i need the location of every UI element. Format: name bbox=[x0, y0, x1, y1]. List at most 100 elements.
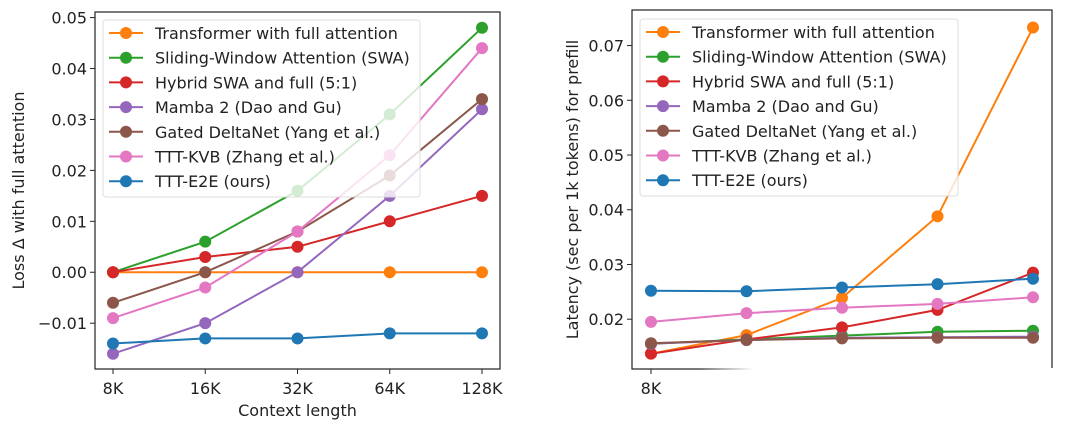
legend-marker bbox=[657, 100, 669, 113]
data-point bbox=[291, 266, 304, 279]
data-point bbox=[1027, 331, 1039, 344]
data-point bbox=[476, 327, 488, 340]
legend-label: Transformer with full attention bbox=[691, 23, 935, 42]
data-point bbox=[645, 315, 657, 328]
legend-label: Mamba 2 (Dao and Gu) bbox=[692, 97, 879, 116]
chart-1: −0.01 0.00 0.01 0.02 0.03 0.04 0.05 8K 16K 32K 64K… bbox=[9, 9, 503, 420]
data-point bbox=[107, 312, 119, 325]
legend-item: Mamba 2 (Dao and Gu) bbox=[109, 98, 342, 117]
data-point bbox=[931, 297, 944, 310]
series-group bbox=[645, 21, 1039, 360]
legend-item: TTT-KVB (Zhang et al.) bbox=[646, 147, 872, 166]
y-tick-label: 0.03 bbox=[588, 255, 624, 274]
legend-item: Hybrid SWA and full (5:1) bbox=[646, 72, 894, 91]
white-occlusion bbox=[700, 368, 1056, 431]
legend-label: Hybrid SWA and full (5:1) bbox=[692, 72, 894, 91]
legend-item: TTT-E2E (ours) bbox=[646, 171, 808, 190]
x-tick-label: 64K bbox=[374, 379, 405, 398]
legend-label: Gated DeltaNet (Yang et al.) bbox=[155, 123, 380, 142]
legend-marker bbox=[657, 75, 669, 88]
y-tick-label: 0.04 bbox=[51, 60, 87, 79]
data-point bbox=[1027, 272, 1039, 285]
y-tick-label: 0.00 bbox=[51, 263, 87, 282]
y-axis-label: Loss Δ with full attention bbox=[9, 92, 28, 290]
data-point bbox=[836, 332, 848, 345]
data-point bbox=[740, 307, 753, 320]
y-tick-label: 0.01 bbox=[51, 212, 87, 231]
y-tick-label: 0.04 bbox=[588, 201, 624, 220]
legend-label: TTT-E2E (ours) bbox=[691, 171, 808, 190]
data-point bbox=[476, 42, 488, 55]
data-point bbox=[291, 332, 304, 345]
data-point bbox=[645, 284, 657, 297]
data-point bbox=[107, 296, 119, 309]
data-point bbox=[476, 266, 488, 279]
y-tick-label: 0.05 bbox=[51, 9, 87, 28]
data-point bbox=[931, 278, 944, 291]
y-tick-label: 0.02 bbox=[51, 161, 87, 180]
data-point bbox=[1027, 291, 1039, 304]
x-tick-label: 8K bbox=[103, 379, 124, 398]
legend-item: Mamba 2 (Dao and Gu) bbox=[646, 97, 879, 116]
data-point bbox=[836, 291, 848, 304]
legend-marker bbox=[657, 50, 669, 63]
data-point bbox=[107, 347, 119, 360]
data-point bbox=[645, 347, 657, 360]
legend-label: Hybrid SWA and full (5:1) bbox=[155, 73, 357, 92]
data-point bbox=[476, 189, 488, 202]
data-point bbox=[645, 337, 657, 350]
legend-marker bbox=[657, 149, 669, 162]
legend-marker bbox=[120, 76, 132, 89]
data-point bbox=[836, 301, 848, 314]
legend-box bbox=[639, 18, 959, 197]
legend-marker bbox=[657, 124, 669, 137]
x-tick-label: 16K bbox=[190, 379, 221, 398]
y-tick-label: 0.07 bbox=[588, 37, 624, 56]
data-point bbox=[383, 327, 396, 340]
y-tick-label: −0.01 bbox=[38, 314, 87, 333]
data-point bbox=[931, 331, 944, 344]
data-point bbox=[107, 337, 119, 350]
legend-marker bbox=[120, 125, 132, 138]
data-point bbox=[199, 266, 212, 279]
data-point bbox=[291, 240, 304, 253]
y-tick-label: 0.05 bbox=[588, 146, 624, 165]
legend-item: Hybrid SWA and full (5:1) bbox=[109, 73, 357, 92]
legend-item: Sliding-Window Attention (SWA) bbox=[646, 48, 947, 67]
y-tick-label: 0.06 bbox=[588, 91, 624, 110]
legend-item: Gated DeltaNet (Yang et al.) bbox=[109, 123, 380, 142]
x-tick-label: 128K bbox=[461, 379, 503, 398]
x-tick-label: 32K bbox=[282, 379, 313, 398]
legend-item: TTT-E2E (ours) bbox=[109, 172, 271, 191]
data-point bbox=[199, 281, 212, 294]
data-point bbox=[740, 285, 753, 298]
legend-box bbox=[102, 19, 421, 198]
data-point bbox=[199, 235, 212, 248]
legend-label: Mamba 2 (Dao and Gu) bbox=[155, 98, 342, 117]
legend-label: Sliding-Window Attention (SWA) bbox=[692, 48, 947, 67]
data-point bbox=[383, 215, 396, 228]
data-point bbox=[476, 93, 488, 106]
legend-marker bbox=[120, 150, 132, 163]
legend-marker bbox=[120, 175, 132, 188]
legend-label: Sliding-Window Attention (SWA) bbox=[155, 49, 410, 68]
legend-label: Gated DeltaNet (Yang et al.) bbox=[692, 122, 917, 141]
legend-item: Transformer with full attention bbox=[646, 23, 935, 42]
data-point bbox=[291, 225, 304, 238]
data-point bbox=[476, 21, 488, 34]
legend-marker bbox=[120, 51, 132, 64]
y-tick-label: 0.03 bbox=[51, 110, 87, 129]
data-point bbox=[199, 317, 212, 330]
y-axis-label: Latency (sec per 1k tokens) for prefill bbox=[563, 40, 582, 340]
data-point bbox=[383, 266, 396, 279]
legend-item: Sliding-Window Attention (SWA) bbox=[109, 49, 410, 68]
legend-item: TTT-KVB (Zhang et al.) bbox=[109, 148, 335, 167]
legend-marker bbox=[657, 174, 669, 187]
data-point bbox=[199, 250, 212, 263]
series-group bbox=[107, 21, 488, 360]
x-axis-label: Context length bbox=[238, 401, 357, 420]
legend-marker bbox=[120, 27, 132, 39]
data-point bbox=[931, 210, 944, 223]
chart-2: 0.02 0.03 0.04 0.05 0.06 0.07 8K Latency (sec p… bbox=[563, 9, 1053, 398]
